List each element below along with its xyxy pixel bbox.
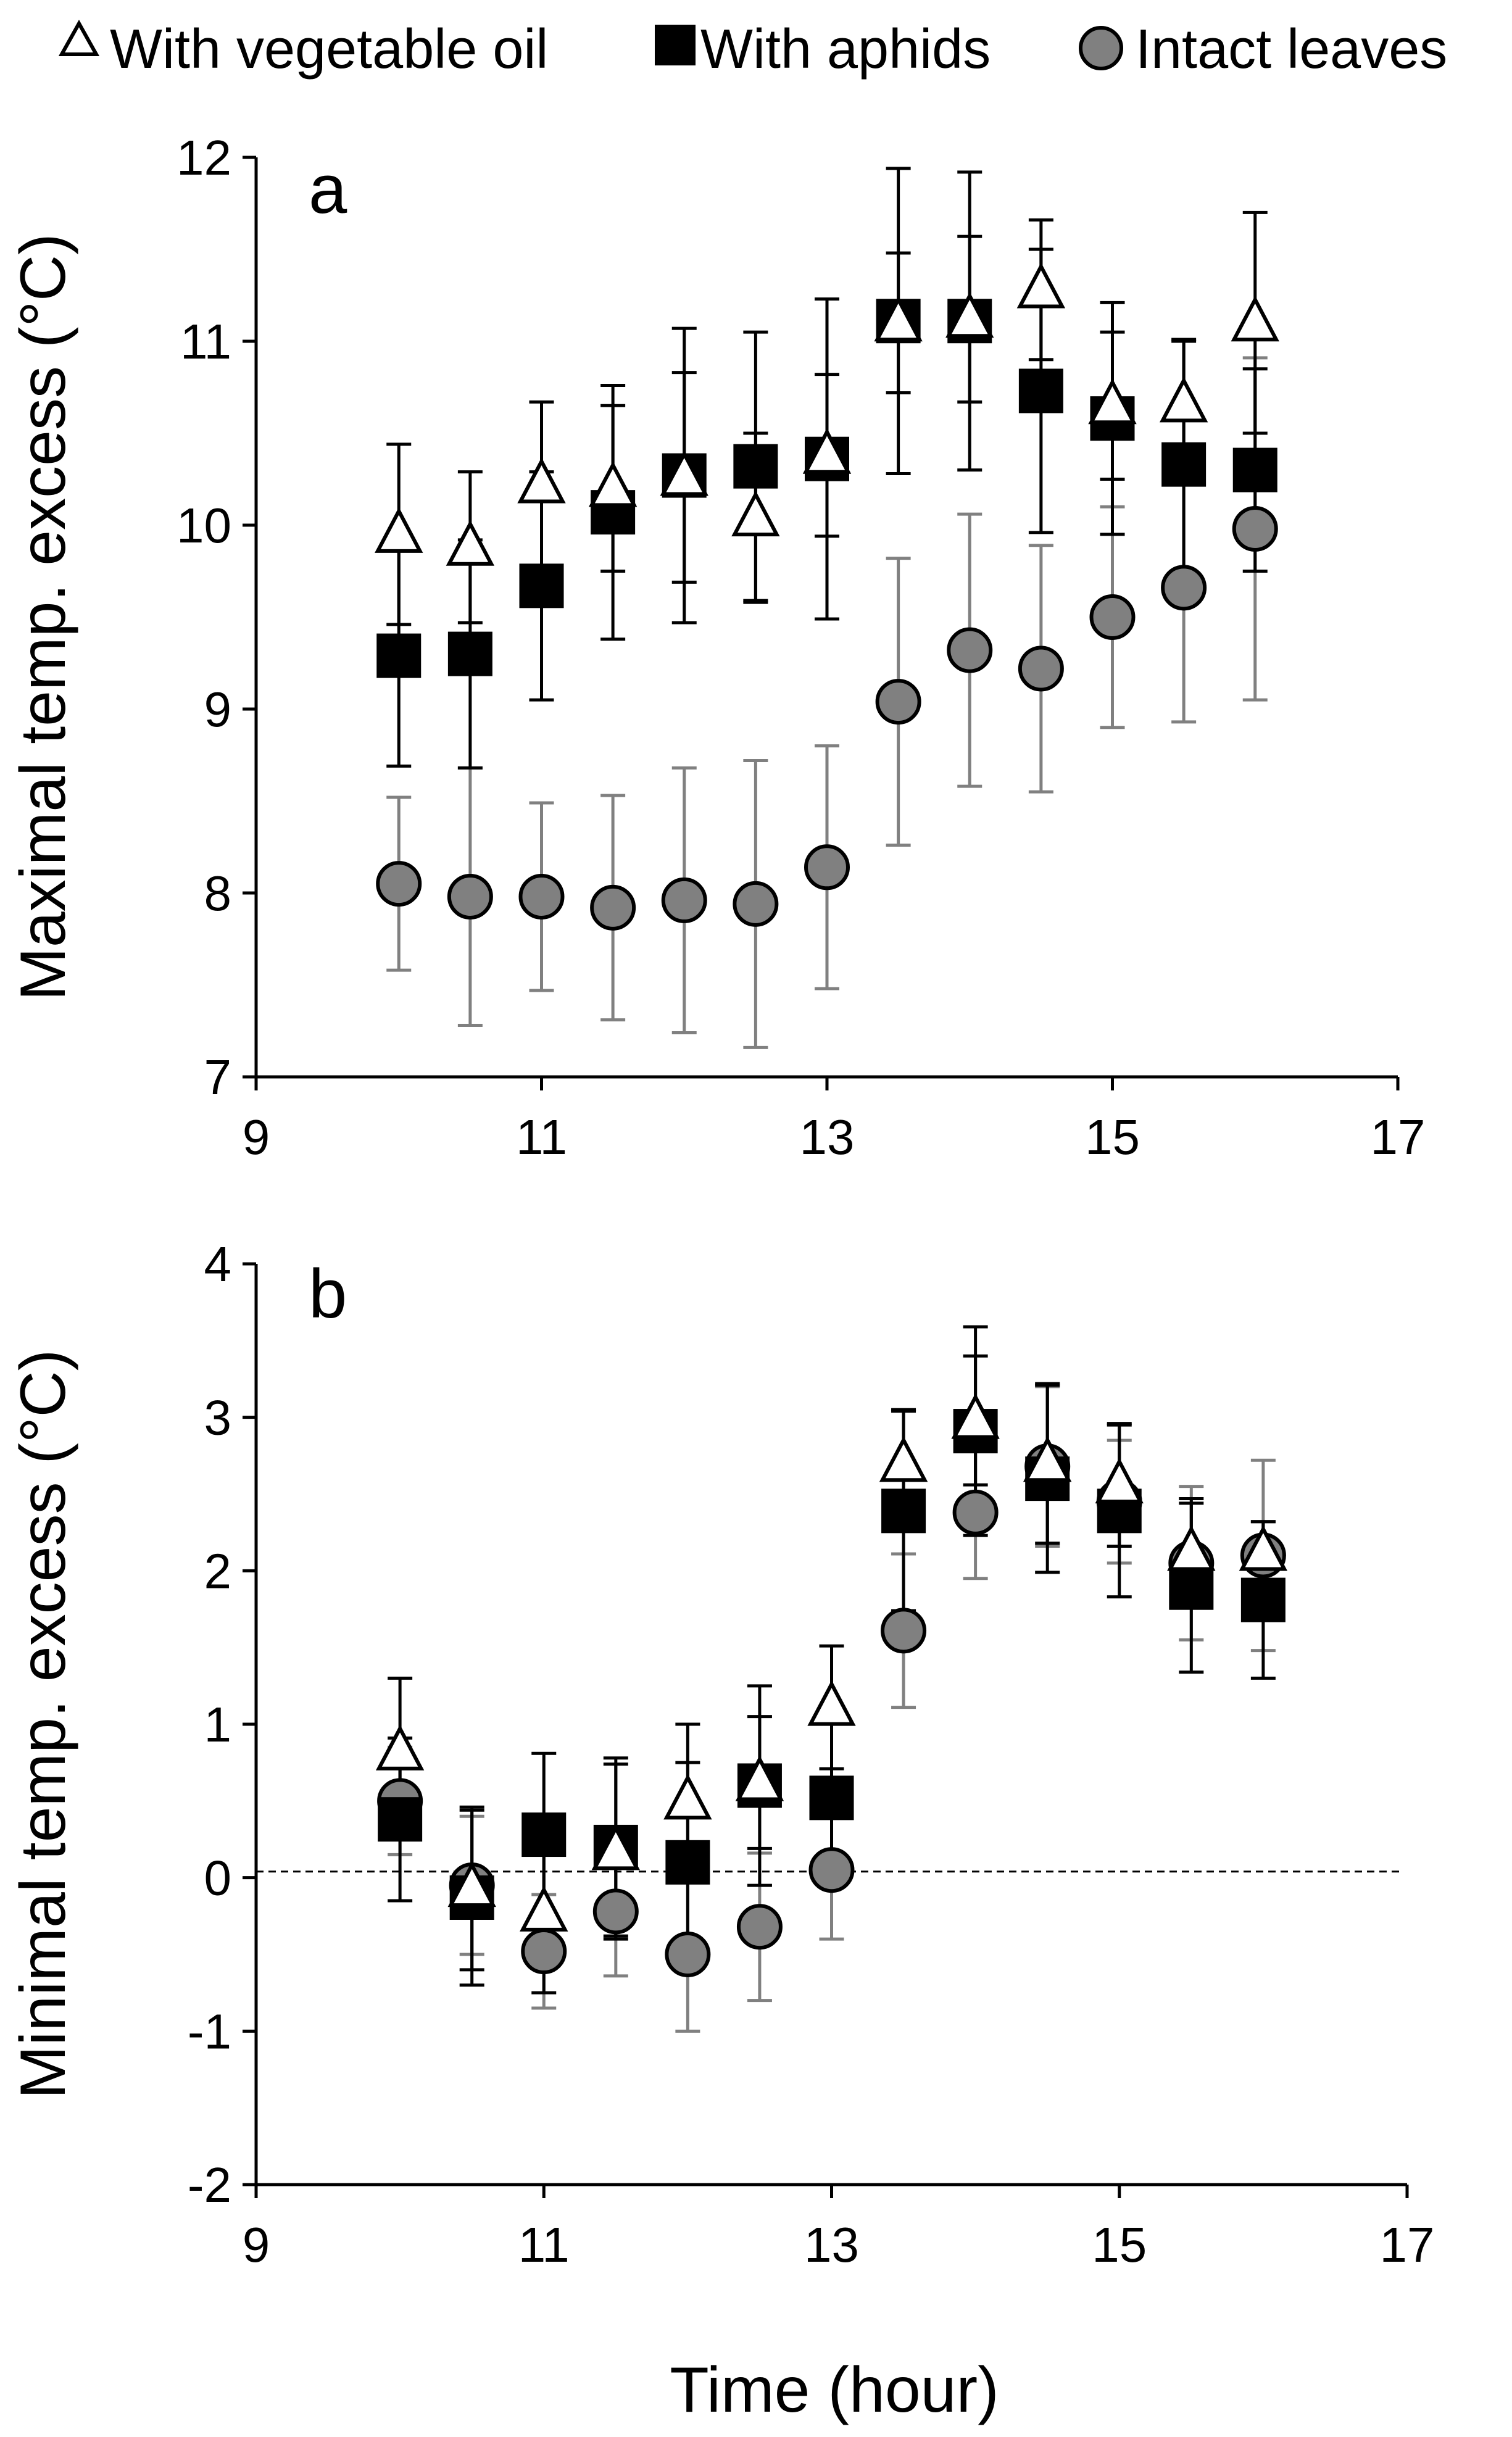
panel-b-with-vegetable-oil-point <box>591 1824 640 1870</box>
panel-a-with-vegetable-oil-point <box>517 457 566 504</box>
panel-a-x-tick-label: 15 <box>1085 1110 1140 1165</box>
panel-a-intact-leaves-point <box>1232 505 1278 552</box>
x-axis-title: Time (hour) <box>670 2354 999 2426</box>
panel-b-y-tick-label: -1 <box>188 2004 231 2059</box>
legend-label-aphids: With aphids <box>700 19 991 80</box>
panel-b-y-tick-label: 1 <box>204 1697 232 1752</box>
panel-b-with-vegetable-oil-point <box>375 1724 425 1771</box>
panel-a-x-tick-label: 9 <box>243 1110 270 1165</box>
panel-b: -2 -1 0 1 2 3 4 9 11 13 15 17 Minimal temp. excess (… <box>7 1237 1434 2272</box>
panel-a-letter: a <box>309 151 347 228</box>
legend-label-vegetable-oil: With vegetable oil <box>110 19 548 80</box>
panel-a-x-tick-label: 11 <box>516 1110 567 1165</box>
legend-marker-intact <box>1079 26 1123 70</box>
panel-b-with-vegetable-oil-point <box>735 1755 784 1801</box>
panel-a-with-vegetable-oil-point <box>731 490 780 537</box>
panel-b-with-aphids-point <box>881 1488 926 1534</box>
panel-a-with-aphids-point <box>376 633 422 678</box>
panel-b-with-vegetable-oil-point <box>663 1774 712 1820</box>
panel-a-with-vegetable-oil-point <box>660 450 708 496</box>
panel-b-letter: b <box>309 1255 347 1332</box>
panel-a-intact-leaves-point <box>733 881 779 927</box>
panel-b-with-vegetable-oil-point <box>1023 1436 1072 1482</box>
panel-a-with-aphids-point <box>1161 442 1207 487</box>
panel-a-with-vegetable-oil-point <box>1016 262 1066 309</box>
panel-a-with-vegetable-oil-point <box>802 428 852 474</box>
panel-a-with-aphids-point <box>447 631 492 676</box>
panel-b-y-tick-label: 2 <box>204 1543 232 1598</box>
panel-a-with-aphids-point <box>733 444 778 489</box>
panel-a-y-tick-label: 11 <box>180 314 231 369</box>
panel-a-y-tick-label: 7 <box>204 1050 232 1105</box>
panel-a-y-axis-title: Maximal temp. excess (°C) <box>7 233 79 1001</box>
panel-b-y-axis-title: Minimal temp. excess (°C) <box>7 1350 79 2099</box>
panel-b-with-aphids-point <box>1169 1565 1214 1610</box>
panel-b-with-vegetable-oil-point <box>951 1393 1000 1439</box>
panel-b-intact-leaves-point <box>808 1847 855 1893</box>
panel-b-with-vegetable-oil-point <box>1167 1525 1216 1571</box>
panel-a-intact-leaves-point <box>1018 646 1064 692</box>
panel-b-with-vegetable-oil-point <box>879 1436 928 1482</box>
panel-a-intact-leaves-point <box>947 627 993 673</box>
panel-b-with-aphids-point <box>521 1812 567 1858</box>
panel-b-with-vegetable-oil-point <box>447 1861 496 1908</box>
panel-a-intact-leaves-point <box>376 861 422 907</box>
panel-b-intact-leaves-point <box>952 1489 999 1535</box>
panel-a-intact-leaves-point <box>661 877 707 923</box>
panel-a-x-tick-label: 17 <box>1371 1110 1426 1165</box>
panel-b-x-tick-label: 13 <box>804 2217 859 2272</box>
panel-b-y-tick-label: 0 <box>204 1851 232 1906</box>
panel-b-with-aphids-point <box>665 1840 710 1885</box>
panel-a-intact-leaves-point <box>1161 565 1207 611</box>
panel-a-intact-leaves-point <box>875 679 921 725</box>
panel-b-with-aphids-point <box>809 1775 854 1820</box>
panel-a-with-vegetable-oil-point <box>945 292 994 338</box>
panel-a-with-vegetable-oil-point <box>375 507 423 553</box>
panel-a-with-vegetable-oil-point <box>1088 378 1137 425</box>
panel-b-x-tick-label: 11 <box>518 2217 570 2272</box>
panel-a-y-tick-label: 12 <box>177 130 231 185</box>
panel-b-intact-leaves-point <box>665 1932 711 1977</box>
panel-b-with-aphids-point <box>1240 1577 1286 1622</box>
panel-b-with-vegetable-oil-point <box>807 1680 856 1726</box>
legend-marker-aphids <box>655 25 696 65</box>
panel-b-intact-leaves-point <box>881 1608 927 1654</box>
legend-marker-vegetable-oil <box>58 19 100 56</box>
panel-b-x-tick-label: 15 <box>1092 2217 1147 2272</box>
panel-b-with-vegetable-oil-point <box>1239 1525 1288 1571</box>
panel-a-y-tick-label: 9 <box>204 682 232 737</box>
panel-a-with-vegetable-oil-point <box>874 295 923 342</box>
panel-b-y-tick-label: 3 <box>204 1390 232 1445</box>
panel-b-y-tick-label: 4 <box>204 1237 232 1292</box>
panel-a-with-vegetable-oil-point <box>1159 376 1208 423</box>
panel-a-with-vegetable-oil-point <box>1231 295 1279 342</box>
panel-a-with-vegetable-oil-point <box>446 520 495 566</box>
panel-a-intact-leaves-point <box>590 884 636 931</box>
legend: With vegetable oil With aphids Intact le… <box>58 19 1447 80</box>
panel-b-with-aphids-point <box>378 1797 423 1842</box>
panel-b-with-vegetable-oil-point <box>1095 1457 1144 1504</box>
panel-a-x-tick-label: 13 <box>800 1110 855 1165</box>
panel-b-intact-leaves-point <box>736 1904 783 1950</box>
panel-a-intact-leaves-point <box>1089 594 1136 640</box>
legend-label-intact: Intact leaves <box>1136 19 1447 80</box>
panel-a-with-aphids-point <box>519 563 564 608</box>
panel-a-with-aphids-point <box>1018 368 1063 413</box>
panel-a-intact-leaves-point <box>518 873 565 920</box>
panel-b-intact-leaves-point <box>592 1888 639 1935</box>
panel-a-intact-leaves-point <box>804 844 850 891</box>
panel-a: 7 8 9 10 11 12 9 11 13 15 17 Maximal temp. excess (… <box>7 130 1425 1165</box>
panel-b-y-tick-label: -2 <box>188 2157 231 2212</box>
panel-b-x-tick-label: 17 <box>1380 2217 1435 2272</box>
panel-a-intact-leaves-point <box>447 873 493 920</box>
panel-a-with-vegetable-oil-point <box>588 461 638 507</box>
panel-a-y-tick-label: 10 <box>177 498 231 553</box>
panel-b-x-tick-label: 9 <box>243 2217 270 2272</box>
panel-b-intact-leaves-point <box>521 1928 567 1975</box>
panel-a-with-aphids-point <box>1232 447 1277 492</box>
panel-a-y-tick-label: 8 <box>204 866 232 921</box>
panel-b-with-vegetable-oil-point <box>520 1885 568 1932</box>
